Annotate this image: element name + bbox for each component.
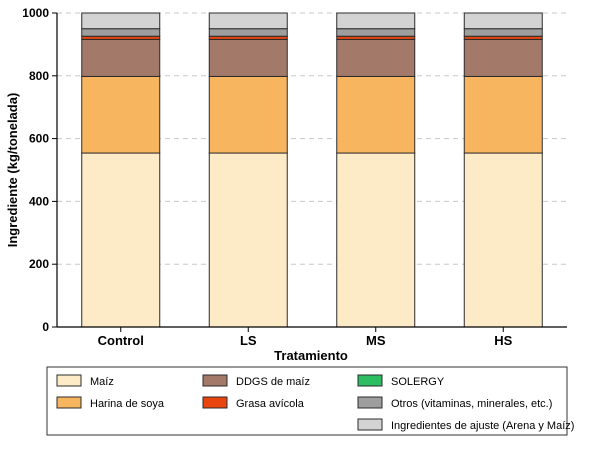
legend-swatch-0 bbox=[56, 374, 82, 387]
x-tick-label-control: Control bbox=[98, 333, 144, 348]
bar-segment-control-1 bbox=[81, 75, 161, 154]
x-axis-title: Tratamiento bbox=[274, 348, 348, 363]
bar-segment-hs-5 bbox=[463, 28, 543, 37]
legend-swatch-3 bbox=[202, 396, 228, 409]
legend-label-5: Otros (vitaminas, minerales, etc.) bbox=[391, 398, 552, 410]
legend-label-6: Ingredientes de ajuste (Arena y Maíz) bbox=[391, 420, 574, 432]
bar-group-ls bbox=[208, 12, 288, 328]
bar-group-control bbox=[81, 12, 161, 328]
legend-swatch-4 bbox=[357, 374, 383, 387]
legend: Maíz Harina de soya DDGS de maíz Grasa avíc… bbox=[46, 366, 574, 436]
bar-segment-hs-6 bbox=[463, 12, 543, 30]
bar-segment-ms-6 bbox=[336, 12, 416, 30]
bar-segment-hs-0 bbox=[463, 152, 543, 328]
bar-segment-ls-5 bbox=[208, 28, 288, 37]
bar-segment-ls-0 bbox=[208, 152, 288, 328]
legend-label-0: Maíz bbox=[90, 376, 114, 388]
bar-group-hs bbox=[463, 12, 543, 328]
x-tick-label-ls: LS bbox=[240, 333, 257, 348]
legend-swatch-1 bbox=[56, 396, 82, 409]
bar-segment-ms-1 bbox=[336, 75, 416, 154]
bar-segment-ls-6 bbox=[208, 12, 288, 30]
bar-segment-ls-1 bbox=[208, 75, 288, 154]
bar-segment-ms-2 bbox=[336, 38, 416, 77]
legend-label-3: Grasa avícola bbox=[236, 398, 305, 410]
y-axis-title: Ingrediente (kg/tonelada) bbox=[5, 93, 20, 248]
bar-segment-control-5 bbox=[81, 28, 161, 37]
y-tick-label-800: 800 bbox=[29, 69, 49, 83]
bar-segment-ls-2 bbox=[208, 38, 288, 77]
legend-label-1: Harina de soya bbox=[90, 398, 165, 410]
legend-label-4: SOLERGY bbox=[391, 376, 445, 388]
bar-segment-hs-1 bbox=[463, 75, 543, 154]
bar-segment-control-2 bbox=[81, 38, 161, 77]
bar-segment-ms-0 bbox=[336, 152, 416, 328]
y-tick-label-0: 0 bbox=[42, 320, 49, 334]
x-tick-label-ms: MS bbox=[366, 333, 386, 348]
y-tick-label-400: 400 bbox=[29, 194, 49, 208]
legend-box bbox=[46, 366, 568, 436]
legend-label-2: DDGS de maíz bbox=[236, 376, 310, 388]
bar-segment-control-6 bbox=[81, 12, 161, 30]
y-tick-label-600: 600 bbox=[29, 132, 49, 146]
y-tick-label-200: 200 bbox=[29, 257, 49, 271]
bar-group-ms bbox=[336, 12, 416, 328]
y-tick-label-1000: 1000 bbox=[22, 6, 49, 20]
legend-swatch-5 bbox=[357, 396, 383, 409]
x-tick-label-hs: HS bbox=[494, 333, 512, 348]
axes-layer: 0 200 400 600 800 1000 Control LS MS HS bbox=[22, 6, 567, 348]
bar-segment-hs-2 bbox=[463, 38, 543, 77]
bars-layer bbox=[81, 12, 543, 328]
legend-swatch-2 bbox=[202, 374, 228, 387]
legend-swatch-6 bbox=[357, 418, 383, 431]
bar-segment-ms-5 bbox=[336, 28, 416, 37]
bar-segment-control-0 bbox=[81, 152, 161, 328]
